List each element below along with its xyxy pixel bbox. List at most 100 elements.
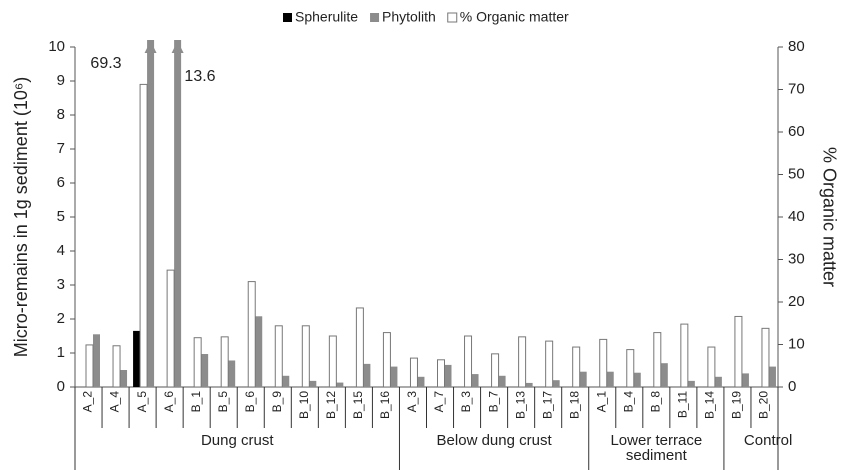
bar xyxy=(707,346,716,387)
y-tick-label: 5 xyxy=(57,208,65,225)
bar xyxy=(599,338,608,387)
x-tick-label: B_20 xyxy=(757,391,771,419)
x-tick-label: B_9 xyxy=(270,391,284,413)
bar xyxy=(518,336,527,387)
annotation: 13.6 xyxy=(184,68,215,85)
bar xyxy=(660,363,668,387)
y2-tick-label: 30 xyxy=(788,250,805,267)
bar xyxy=(768,366,776,387)
bar xyxy=(112,345,121,387)
x-tick-label: A_1 xyxy=(594,391,608,413)
bar xyxy=(761,327,770,387)
legend: Spherulite Phytolith % Organic matter xyxy=(283,9,569,25)
bar xyxy=(193,337,202,387)
bar xyxy=(363,363,371,387)
y2-tick-label: 20 xyxy=(788,293,805,310)
bar xyxy=(328,335,337,387)
bar xyxy=(464,335,473,387)
bar xyxy=(734,315,743,387)
bar xyxy=(120,370,128,387)
y-tick-label: 0 xyxy=(57,378,65,395)
y2-tick-label: 0 xyxy=(788,378,796,395)
bar xyxy=(174,40,182,387)
bar xyxy=(228,360,236,387)
bar xyxy=(633,372,641,387)
x-tick-label: B_6 xyxy=(243,391,257,413)
y2-tick-label: 70 xyxy=(788,80,805,97)
y-tick-label: 7 xyxy=(57,140,65,157)
x-tick-label: B_12 xyxy=(324,391,338,419)
x-tick-label: B_13 xyxy=(513,391,527,419)
bar xyxy=(552,380,560,387)
bar xyxy=(274,325,283,387)
y-tick-label: 6 xyxy=(57,174,65,191)
x-tick-label: B_3 xyxy=(459,391,473,413)
x-tick-label: B_11 xyxy=(676,391,690,418)
bar xyxy=(139,83,148,387)
x-tick-label: B_8 xyxy=(648,391,662,413)
x-tick-label: B_17 xyxy=(540,391,554,419)
bar xyxy=(282,375,290,387)
bar xyxy=(85,344,94,387)
bar xyxy=(201,354,209,387)
bar xyxy=(133,330,141,387)
bar xyxy=(355,307,364,387)
overflow-arrow xyxy=(144,41,157,53)
bar xyxy=(680,323,689,387)
bar xyxy=(437,359,445,387)
legend-label: Phytolith xyxy=(382,9,436,25)
bar xyxy=(166,269,175,387)
x-tick-label: A_5 xyxy=(135,391,149,413)
bars xyxy=(85,40,776,387)
bar xyxy=(498,375,506,387)
x-tick-label: B_5 xyxy=(216,391,230,413)
bar xyxy=(147,40,155,387)
x-tick-label: A_3 xyxy=(405,391,419,413)
group-label: Control xyxy=(743,432,793,449)
y-tick-label: 9 xyxy=(57,72,65,89)
bar xyxy=(471,374,479,387)
x-tick-label: B_19 xyxy=(730,391,744,419)
overflow-arrow xyxy=(171,41,184,53)
bar xyxy=(255,316,263,387)
group-label: Lower terrace sediment xyxy=(610,432,703,464)
x-tick-label: A_4 xyxy=(108,391,122,413)
legend-label: Spherulite xyxy=(295,9,358,25)
legend-swatch xyxy=(283,13,292,22)
y2-tick-label: 50 xyxy=(788,165,805,182)
bar xyxy=(301,325,310,387)
x-tick-label: A_6 xyxy=(162,391,176,413)
bar xyxy=(626,349,635,387)
legend-label: % Organic matter xyxy=(460,9,569,25)
x-tick-label: B_4 xyxy=(621,391,635,413)
bar xyxy=(93,334,100,387)
y-tick-label: 4 xyxy=(57,242,65,259)
x-tick-label: B_16 xyxy=(378,391,392,419)
y2-axis-title: % Organic matter xyxy=(819,147,839,287)
y2-tick-label: 40 xyxy=(788,208,805,225)
legend-swatch xyxy=(370,13,380,22)
y-tick-label: 2 xyxy=(57,310,65,327)
y-tick-label: 3 xyxy=(57,276,65,293)
bar xyxy=(714,376,722,387)
bar xyxy=(417,376,425,387)
bar xyxy=(525,382,533,387)
bar xyxy=(653,332,662,387)
bar xyxy=(390,366,398,387)
x-tick-label: A_2 xyxy=(81,391,95,413)
bar xyxy=(579,371,587,387)
bar xyxy=(247,281,256,387)
bar xyxy=(409,357,418,387)
bar xyxy=(444,364,452,387)
y2-tick-label: 10 xyxy=(788,335,805,352)
bar xyxy=(220,336,229,387)
y-tick-label: 10 xyxy=(48,38,65,55)
bar xyxy=(741,373,749,387)
y2-tick-label: 80 xyxy=(788,38,805,55)
x-tick-label: B_1 xyxy=(189,391,203,413)
x-tick-label: B_15 xyxy=(351,391,365,419)
x-tick-label: B_18 xyxy=(567,391,581,419)
group-label: Dung crust xyxy=(200,432,274,449)
bar xyxy=(545,340,554,387)
